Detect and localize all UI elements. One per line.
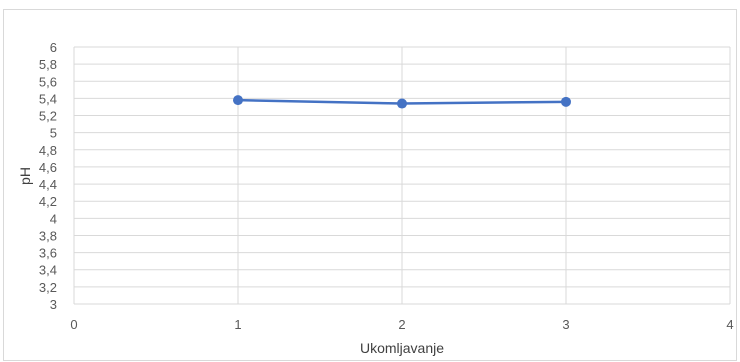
y-tick-label: 5,6 bbox=[39, 74, 57, 89]
data-series bbox=[233, 95, 571, 109]
y-tick-label: 6 bbox=[50, 40, 57, 55]
y-tick-label: 3,8 bbox=[39, 228, 57, 243]
x-tick-label: 4 bbox=[726, 317, 733, 332]
y-tick-label: 5 bbox=[50, 126, 57, 141]
y-axis-tick-labels: 3 3,2 3,4 3,6 3,8 4 4,2 4,4 4,6 4,8 5 5,2 5,4 5,6 5,8 6 bbox=[39, 40, 57, 312]
x-tick-label: 0 bbox=[70, 317, 77, 332]
y-tick-label: 4 bbox=[50, 211, 57, 226]
x-axis-tick-labels: 0 1 2 3 4 bbox=[70, 317, 733, 332]
y-tick-label: 5,8 bbox=[39, 57, 57, 72]
y-tick-label: 3 bbox=[50, 297, 57, 312]
gridlines bbox=[73, 46, 731, 305]
y-tick-label: 4,8 bbox=[39, 143, 57, 158]
y-tick-label: 3,6 bbox=[39, 246, 57, 261]
y-tick-label: 4,6 bbox=[39, 160, 57, 175]
x-axis-title: Ukomljavanje bbox=[360, 340, 444, 356]
data-point bbox=[397, 98, 407, 109]
data-point bbox=[233, 95, 243, 106]
x-tick-label: 2 bbox=[398, 317, 405, 332]
y-tick-label: 5,4 bbox=[39, 91, 57, 106]
data-point bbox=[561, 96, 571, 107]
x-tick-label: 1 bbox=[234, 317, 241, 332]
y-tick-label: 3,2 bbox=[39, 280, 57, 295]
y-tick-label: 5,2 bbox=[39, 109, 57, 124]
y-axis-title: pH bbox=[17, 167, 33, 185]
chart-frame bbox=[3, 9, 737, 361]
y-tick-label: 3,4 bbox=[39, 263, 57, 278]
x-tick-label: 3 bbox=[562, 317, 569, 332]
y-tick-label: 4,4 bbox=[39, 177, 57, 192]
y-tick-label: 4,2 bbox=[39, 194, 57, 209]
